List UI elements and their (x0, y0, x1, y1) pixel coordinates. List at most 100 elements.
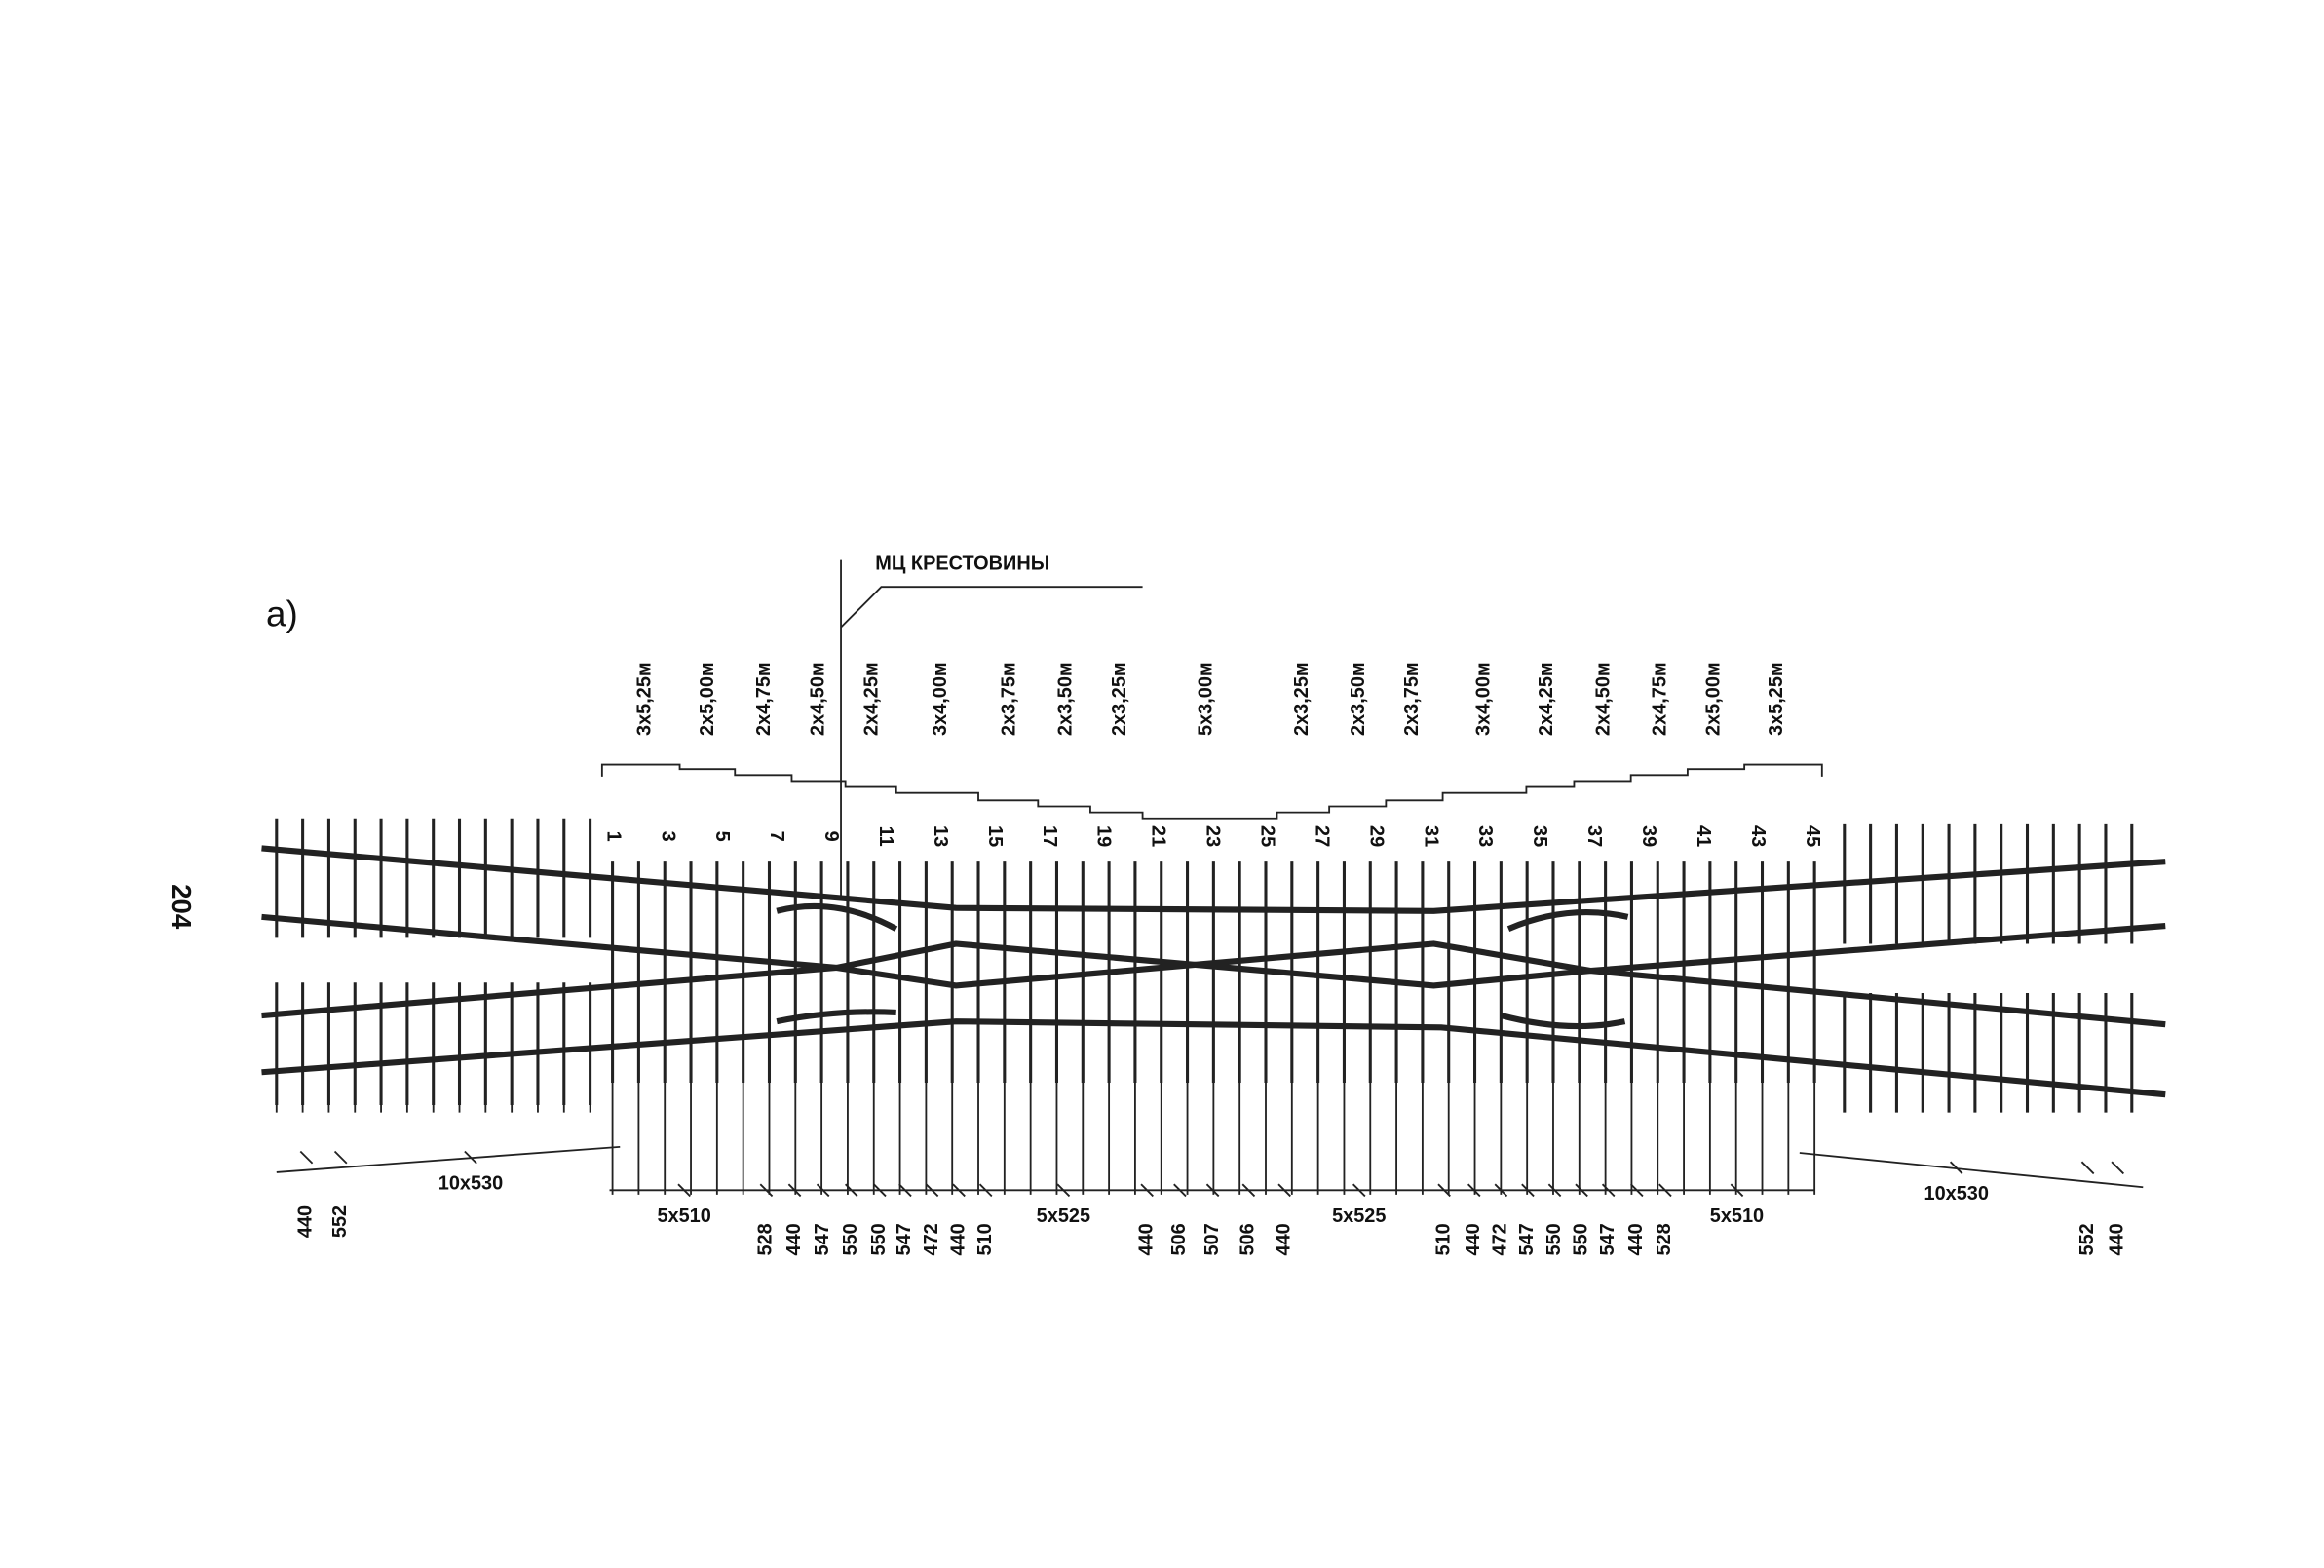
segment-bracket (600, 763, 1823, 820)
tie-number: 27 (1311, 825, 1332, 847)
dimension-tick (759, 1183, 774, 1198)
tie-number: 1 (602, 831, 624, 842)
rails (261, 845, 2166, 1098)
dimension-label: 550 (1543, 1223, 1565, 1255)
dimension-label: 5х525 (1332, 1205, 1386, 1227)
dimension-tick (1205, 1183, 1220, 1198)
segment-length: 2х4,50м (1592, 662, 1614, 736)
segment-length: 2х4,50м (807, 662, 828, 736)
dimension-tick (1352, 1183, 1366, 1198)
dimension-label: 550 (1570, 1223, 1591, 1255)
dimension-tick (925, 1183, 939, 1198)
tie-number: 25 (1257, 825, 1278, 847)
dimension-label: 552 (329, 1205, 351, 1238)
dimension-label: 510 (974, 1223, 996, 1255)
tie-number: 39 (1638, 825, 1659, 847)
dimension-tick (1277, 1183, 1291, 1198)
segment-length: 2х4,25м (1536, 662, 1557, 736)
segment-length: 2х5,00м (697, 662, 718, 736)
dimension-tick (1547, 1183, 1562, 1198)
dimension-tick (677, 1183, 691, 1198)
dimension-tick (299, 1150, 314, 1165)
dimension-label: 510 (1432, 1223, 1454, 1255)
segment-length: 2х3,50м (1348, 662, 1369, 736)
dimension-tick (952, 1183, 966, 1198)
tie-number: 43 (1747, 825, 1769, 847)
tie-number: 21 (1148, 825, 1169, 847)
tie-number: 17 (1039, 825, 1060, 847)
dimension-label: 547 (894, 1223, 915, 1255)
segment-length: 2х5,00м (1703, 662, 1725, 736)
dimension-label: 10х530 (438, 1172, 503, 1194)
tie-number: 19 (1093, 825, 1115, 847)
dimension-tick (787, 1183, 802, 1198)
page-number: 204 (167, 884, 197, 930)
tie-number: 31 (1420, 825, 1441, 847)
tie-number: 3 (657, 831, 678, 842)
dimension-tick (464, 1150, 477, 1165)
dimension-tick (2111, 1161, 2125, 1175)
dimension-tick (1056, 1183, 1071, 1198)
tie-number: 7 (766, 831, 787, 842)
tie-number: 29 (1365, 825, 1387, 847)
dimension-tick (1494, 1183, 1508, 1198)
dimension-label: 440 (947, 1223, 969, 1255)
dimension-label: 472 (921, 1223, 942, 1255)
tie-number: 11 (875, 826, 896, 847)
dimension-label: 5х525 (1037, 1205, 1090, 1227)
dimension-tick (1467, 1183, 1481, 1198)
dimension-tick (1949, 1161, 1963, 1175)
dimension-label: 547 (1516, 1223, 1538, 1255)
dimension-label: 440 (2106, 1223, 2127, 1255)
dimension-label: 440 (1625, 1223, 1647, 1255)
dimension-label: 506 (1238, 1223, 1259, 1255)
dimension-tick (1241, 1183, 1256, 1198)
callout-leader (840, 586, 1143, 629)
dimension-label: 550 (868, 1223, 890, 1255)
dimension-label: 472 (1490, 1223, 1511, 1255)
dimension-lines (276, 1145, 2144, 1198)
segment-length: 2х4,75м (1650, 662, 1671, 736)
dimension-tick (898, 1183, 912, 1198)
segment-length: 2х3,25м (1109, 662, 1130, 736)
dimension-tick (1730, 1183, 1744, 1198)
dimension-tick (873, 1183, 887, 1198)
dimension-label: 440 (783, 1223, 805, 1255)
segment-length: 3х5,25м (1766, 662, 1787, 736)
dimension-tick (978, 1183, 993, 1198)
figure-label: а) (266, 594, 298, 634)
dimension-tick (1575, 1183, 1588, 1198)
dimension-label: 528 (1654, 1223, 1675, 1255)
dimension-tick (333, 1150, 348, 1165)
dimension-tick (1140, 1183, 1154, 1198)
dimension-tick (1437, 1183, 1451, 1198)
tie-number: 9 (820, 831, 842, 842)
tie-number: 35 (1529, 825, 1550, 847)
dimension-tick (844, 1183, 858, 1198)
segment-length: 3х4,00м (1473, 662, 1495, 736)
dimension-tick (816, 1183, 830, 1198)
tie-number: 23 (1202, 825, 1224, 847)
dimension-label: 547 (1597, 1223, 1619, 1255)
dimension-label: 440 (1463, 1223, 1484, 1255)
segment-length: 2х4,25м (860, 662, 882, 736)
tie-number: 13 (930, 825, 951, 847)
dimension-label: 440 (1273, 1223, 1294, 1255)
dimension-label: 552 (2076, 1223, 2098, 1255)
dimension-label: 440 (295, 1205, 317, 1238)
segment-length: 3х5,25м (634, 662, 656, 736)
segment-length: 3х4,00м (930, 662, 951, 736)
dimension-tick (1601, 1183, 1616, 1198)
segment-length: 2х3,75м (1401, 662, 1423, 736)
dimension-tick (1521, 1183, 1535, 1198)
dimension-label: 10х530 (1924, 1183, 1989, 1205)
dimension-label: 506 (1168, 1223, 1190, 1255)
segment-length: 2х3,25м (1291, 662, 1313, 736)
dimension-tick (2080, 1161, 2095, 1175)
tie-number: 5 (711, 831, 733, 842)
callout-label: МЦ КРЕСТОВИНЫ (875, 554, 1049, 575)
dimension-label: 547 (812, 1223, 833, 1255)
dimension-label: 440 (1135, 1223, 1157, 1255)
dimension-label: 5х510 (657, 1205, 710, 1227)
